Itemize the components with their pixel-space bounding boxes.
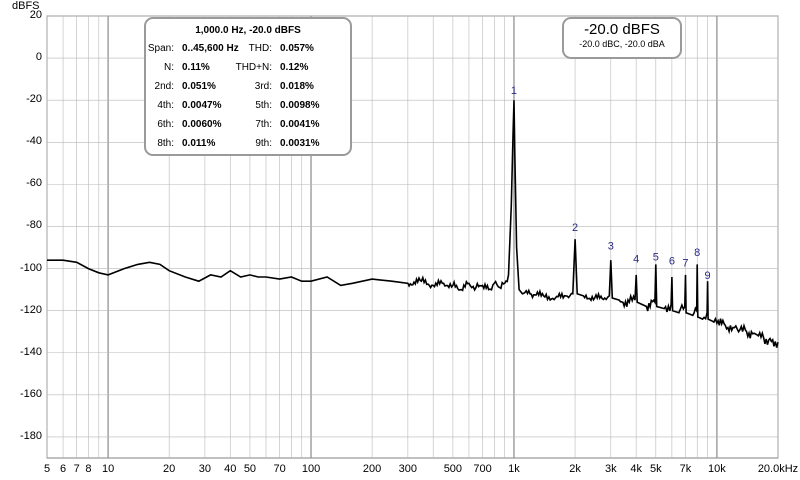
x-tick-label: 50 (243, 463, 257, 475)
y-tick-label: -60 (26, 177, 42, 190)
x-tick-label: 2k (569, 463, 581, 475)
x-tick-label: 5 (43, 463, 51, 475)
x-tick-label: 7k (679, 463, 692, 475)
x-tick-label: 20 (163, 463, 176, 475)
info-label: 4th: (157, 100, 174, 111)
info-value: 0.0041% (280, 119, 320, 130)
harmonic-label: 5 (653, 251, 659, 263)
x-tick-label: 5k (650, 463, 662, 475)
y-tick-label: -80 (26, 219, 42, 232)
info-value: 0..45,600 Hz (182, 43, 239, 54)
y-tick-label: 0 (35, 51, 42, 64)
info-label: Span: (147, 43, 174, 54)
info-label: N: (164, 62, 174, 73)
x-tick-label: 10 (101, 463, 115, 475)
harmonic-label: 2 (572, 222, 578, 234)
info-label: 3rd: (254, 81, 272, 92)
info-label: THD+N: (235, 62, 272, 73)
level-main: -20.0 dBFS (584, 21, 660, 38)
info-row: N: 0.11% THD+N: 0.12% (146, 62, 350, 80)
info-value: 0.0060% (182, 119, 222, 130)
x-tick-label: 8 (85, 463, 92, 475)
x-tick-label: 40 (224, 463, 237, 475)
x-tick-label: 7 (73, 463, 80, 475)
x-tick-label: 10k (708, 463, 726, 475)
info-value: 0.018% (280, 81, 314, 92)
level-readout-box[interactable]: -20.0 dBFS -20.0 dBC, -20.0 dBA (562, 17, 682, 59)
y-tick-label: -180 (19, 429, 42, 442)
x-tick-label: 4k (630, 463, 642, 475)
measurement-info-box[interactable]: 1,000.0 Hz, -20.0 dBFS Span: 0..45,600 H… (144, 17, 352, 156)
x-tick-label: 3k (604, 463, 617, 475)
info-row: 2nd: 0.051% 3rd: 0.018% (146, 81, 350, 99)
x-tick-label: 100 (301, 463, 321, 475)
info-title: 1,000.0 Hz, -20.0 dBFS (195, 25, 301, 36)
y-axis-label: dBFS (12, 0, 40, 12)
info-label: 8th: (157, 138, 174, 149)
x-tick-label: 1k (508, 463, 520, 475)
harmonic-label: 8 (694, 247, 700, 259)
x-tick-label: 30 (198, 463, 212, 475)
y-tick-label: -40 (26, 135, 42, 148)
info-value: 0.0031% (280, 138, 320, 149)
info-label: 6th: (157, 119, 174, 130)
info-value: 0.0098% (280, 100, 320, 111)
harmonic-label: 3 (608, 241, 614, 253)
info-label: 5th: (255, 100, 272, 111)
y-tick-label: -120 (19, 303, 42, 316)
info-value: 0.011% (182, 138, 216, 149)
harmonic-labels: 1 2 3 4 5 6 789 (511, 85, 711, 282)
y-tick-label: -100 (19, 261, 42, 274)
x-tick-label: 70 (273, 463, 286, 475)
info-row: 4th: 0.0047% 5th: 0.0098% (146, 100, 350, 118)
info-label: 2nd: (154, 81, 174, 92)
harmonic-label: 6 (669, 255, 675, 267)
info-value: 0.051% (182, 81, 216, 92)
y-tick-label: -20 (26, 93, 42, 106)
level-sub: -20.0 dBC, -20.0 dBA (579, 39, 665, 49)
x-tick-label: 500 (443, 463, 463, 475)
harmonic-label: 4 (633, 253, 639, 265)
x-tick-label: 6 (60, 463, 67, 475)
harmonic-label: 1 (511, 85, 517, 97)
x-tick-label: 20.0kHz (757, 463, 799, 475)
info-row: 8th: 0.011% 9th: 0.0031% (146, 138, 350, 156)
harmonic-label: 7 (682, 258, 688, 270)
x-tick-label: 200 (362, 463, 382, 475)
info-label: THD: (248, 43, 272, 54)
x-tick-label: 300 (398, 463, 418, 475)
harmonic-label: 9 (705, 270, 711, 282)
info-label: 7th: (255, 119, 272, 130)
spectrum-trace (47, 100, 779, 348)
info-row: Span: 0..45,600 Hz THD: 0.057% (146, 43, 350, 61)
info-value: 0.12% (280, 62, 309, 73)
info-value: 0.057% (280, 43, 314, 54)
info-value: 0.11% (182, 62, 210, 73)
y-tick-label: -160 (19, 387, 42, 400)
info-value: 0.0047% (182, 100, 222, 111)
x-tick-label: 700 (473, 463, 492, 475)
info-label: 9th: (255, 138, 272, 149)
y-tick-label: 20 (29, 9, 42, 21)
y-tick-label: -140 (19, 345, 42, 358)
info-row: 6th: 0.0060% 7th: 0.0041% (146, 119, 350, 137)
